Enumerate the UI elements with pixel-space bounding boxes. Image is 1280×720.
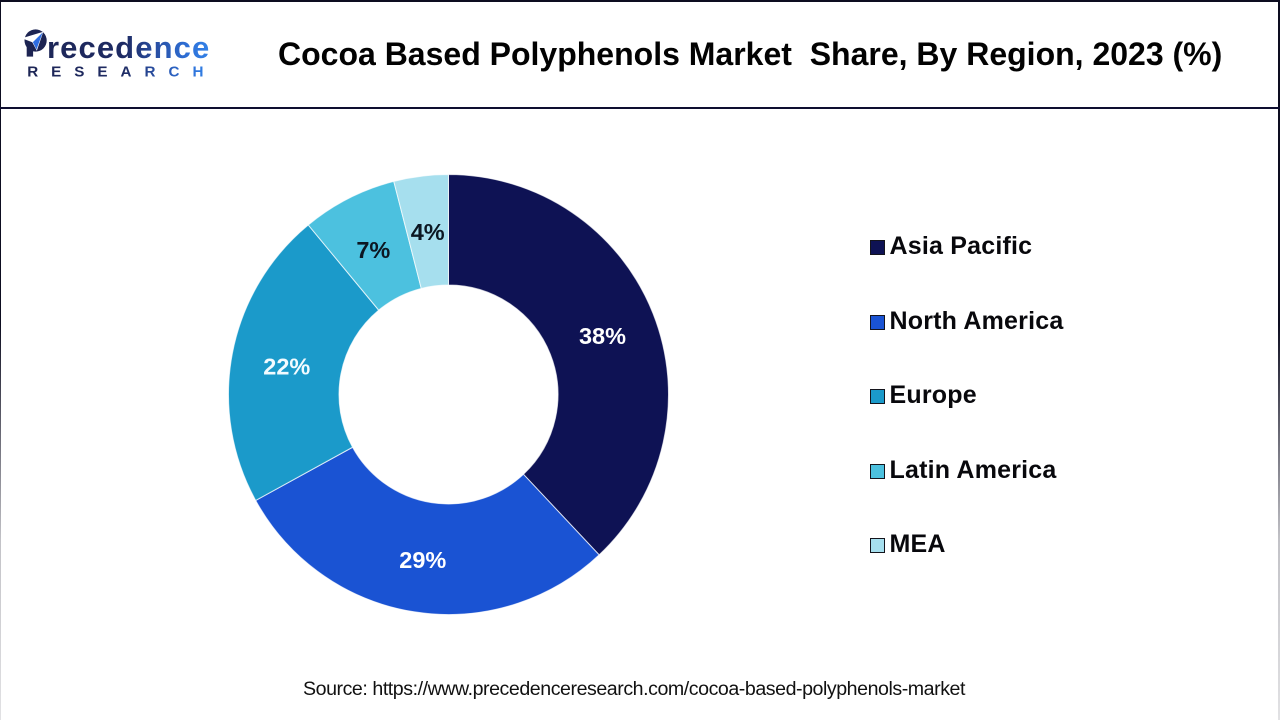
svg-text:22%: 22%: [263, 353, 310, 379]
svg-text:recedence: recedence: [47, 30, 210, 65]
svg-text:7%: 7%: [356, 237, 390, 263]
svg-text:38%: 38%: [579, 323, 626, 349]
svg-text:4%: 4%: [411, 219, 445, 245]
svg-text:29%: 29%: [399, 547, 446, 573]
svg-text:RESEARCH: RESEARCH: [27, 63, 216, 80]
